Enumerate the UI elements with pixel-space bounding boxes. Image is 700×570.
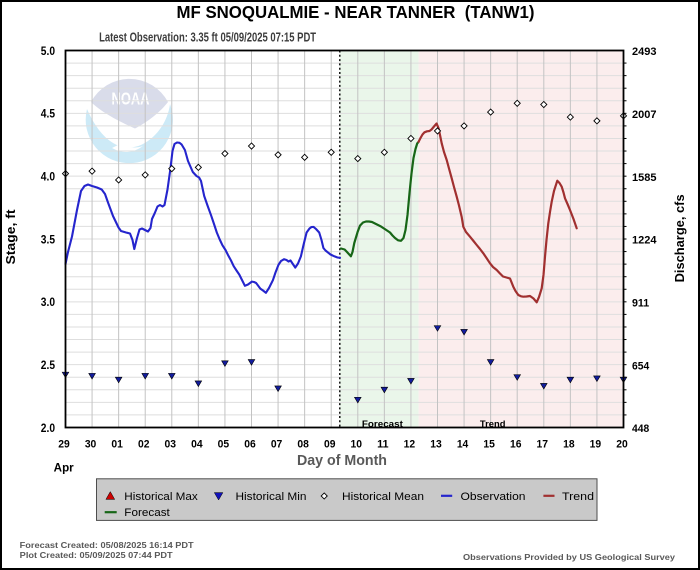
svg-text:654: 654 [632,360,650,372]
svg-text:14: 14 [457,439,469,451]
svg-text:20: 20 [616,439,628,451]
svg-text:4.0: 4.0 [41,169,55,183]
svg-text:2.0: 2.0 [41,421,55,435]
svg-text:1585: 1585 [632,172,657,184]
svg-text:2.5: 2.5 [41,358,55,372]
svg-text:01: 01 [111,439,123,451]
svg-text:448: 448 [632,423,649,435]
svg-text:Day of Month: Day of Month [297,452,387,469]
svg-text:06: 06 [244,439,256,451]
svg-text:Plot Created: 05/09/2025 07:44: Plot Created: 05/09/2025 07:44 PDT [20,550,174,560]
svg-text:Historical Max: Historical Max [124,491,198,503]
svg-text:NOAA: NOAA [112,89,150,109]
svg-text:30: 30 [85,439,97,451]
svg-text:Stage, ft: Stage, ft [3,209,18,265]
svg-text:MF SNOQUALMIE - NEAR TANNER (: MF SNOQUALMIE - NEAR TANNER (TANW1) [177,2,535,22]
svg-text:Trend: Trend [562,491,594,503]
svg-text:04: 04 [191,439,203,451]
svg-text:Observations Provided by US Ge: Observations Provided by US Geological S… [463,552,675,562]
svg-text:10: 10 [351,439,363,451]
svg-text:4.5: 4.5 [41,107,55,121]
svg-text:Historical Min: Historical Min [236,491,307,503]
svg-text:Observation: Observation [461,491,526,503]
svg-text:13: 13 [430,439,442,451]
svg-text:2493: 2493 [632,46,657,58]
svg-text:1224: 1224 [632,235,657,247]
svg-text:07: 07 [271,439,283,451]
svg-text:Apr: Apr [54,463,75,475]
svg-text:09: 09 [324,439,336,451]
svg-text:3.5: 3.5 [41,232,55,246]
svg-text:08: 08 [297,439,309,451]
svg-text:16: 16 [510,439,522,451]
svg-text:Trend: Trend [480,419,506,429]
svg-text:02: 02 [138,439,150,451]
svg-text:2007: 2007 [632,109,657,121]
svg-text:11: 11 [377,439,389,451]
svg-text:5.0: 5.0 [41,44,55,58]
svg-text:Forecast: Forecast [124,507,170,519]
svg-text:15: 15 [483,439,495,451]
svg-text:29: 29 [58,439,70,451]
svg-text:03: 03 [165,439,177,451]
svg-text:3.0: 3.0 [41,295,55,309]
svg-text:Forecast Created: 05/08/2025 1: Forecast Created: 05/08/2025 16:14 PDT [20,540,195,550]
svg-text:19: 19 [590,439,602,451]
svg-text:Discharge, cfs: Discharge, cfs [672,194,687,282]
svg-text:Forecast: Forecast [362,419,403,429]
svg-text:Latest Observation: 3.35 ft 05: Latest Observation: 3.35 ft 05/09/2025 0… [99,30,316,44]
svg-text:05: 05 [218,439,230,451]
svg-text:911: 911 [632,297,649,309]
svg-text:Historical Mean: Historical Mean [342,491,424,503]
svg-text:18: 18 [563,439,575,451]
svg-text:12: 12 [404,439,416,451]
svg-text:17: 17 [537,439,549,451]
